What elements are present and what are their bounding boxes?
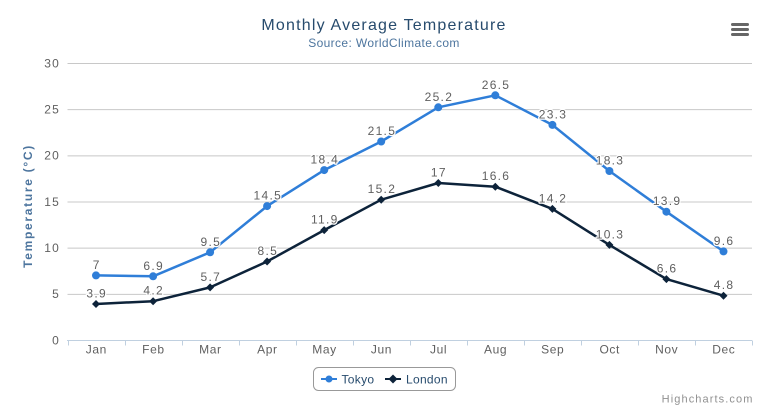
svg-text:5.7: 5.7 [201, 270, 222, 284]
svg-text:Sep: Sep [541, 343, 564, 357]
svg-text:May: May [312, 343, 336, 357]
svg-text:Temperature (°C): Temperature (°C) [21, 144, 35, 268]
svg-text:9.5: 9.5 [201, 235, 222, 249]
svg-text:23.3: 23.3 [539, 107, 568, 121]
svg-text:Jan: Jan [86, 343, 107, 357]
svg-text:9.6: 9.6 [714, 234, 735, 248]
svg-text:16.6: 16.6 [482, 169, 511, 183]
svg-text:Aug: Aug [484, 343, 507, 357]
svg-text:London: London [406, 373, 448, 387]
svg-text:Jun: Jun [371, 343, 392, 357]
svg-text:Apr: Apr [257, 343, 277, 357]
svg-text:13.9: 13.9 [653, 194, 682, 208]
svg-text:14.2: 14.2 [539, 191, 568, 205]
svg-text:Monthly Average Temperature: Monthly Average Temperature [261, 17, 506, 34]
svg-text:18.4: 18.4 [311, 153, 340, 167]
svg-text:4.8: 4.8 [714, 278, 735, 292]
svg-text:20: 20 [44, 149, 60, 163]
svg-text:Mar: Mar [199, 343, 221, 357]
svg-text:14.5: 14.5 [254, 189, 283, 203]
svg-text:Oct: Oct [599, 343, 620, 357]
svg-text:4.2: 4.2 [143, 284, 164, 298]
svg-text:Tokyo: Tokyo [342, 373, 375, 387]
svg-text:8.5: 8.5 [258, 244, 279, 258]
svg-text:6.6: 6.6 [657, 262, 678, 276]
svg-text:18.3: 18.3 [596, 154, 625, 168]
svg-text:Feb: Feb [142, 343, 164, 357]
svg-text:6.9: 6.9 [143, 259, 164, 273]
svg-text:21.5: 21.5 [368, 124, 397, 138]
svg-text:Highcharts.com: Highcharts.com [662, 394, 754, 406]
svg-text:11.9: 11.9 [311, 213, 339, 227]
svg-text:15: 15 [44, 195, 60, 209]
svg-text:3.9: 3.9 [86, 287, 107, 301]
svg-text:10.3: 10.3 [596, 227, 625, 241]
svg-text:5: 5 [52, 287, 60, 301]
svg-text:Jul: Jul [430, 343, 447, 357]
svg-text:15.2: 15.2 [368, 182, 397, 196]
svg-text:30: 30 [44, 56, 60, 70]
svg-text:17: 17 [431, 166, 447, 180]
svg-text:10: 10 [44, 241, 60, 255]
svg-text:25: 25 [44, 103, 60, 117]
svg-text:7: 7 [93, 258, 101, 272]
svg-text:25.2: 25.2 [425, 90, 454, 104]
svg-text:Source: WorldClimate.com: Source: WorldClimate.com [308, 36, 460, 50]
svg-text:Dec: Dec [712, 343, 735, 357]
svg-text:Nov: Nov [655, 343, 678, 357]
svg-text:0: 0 [52, 333, 60, 347]
svg-text:26.5: 26.5 [482, 78, 511, 92]
